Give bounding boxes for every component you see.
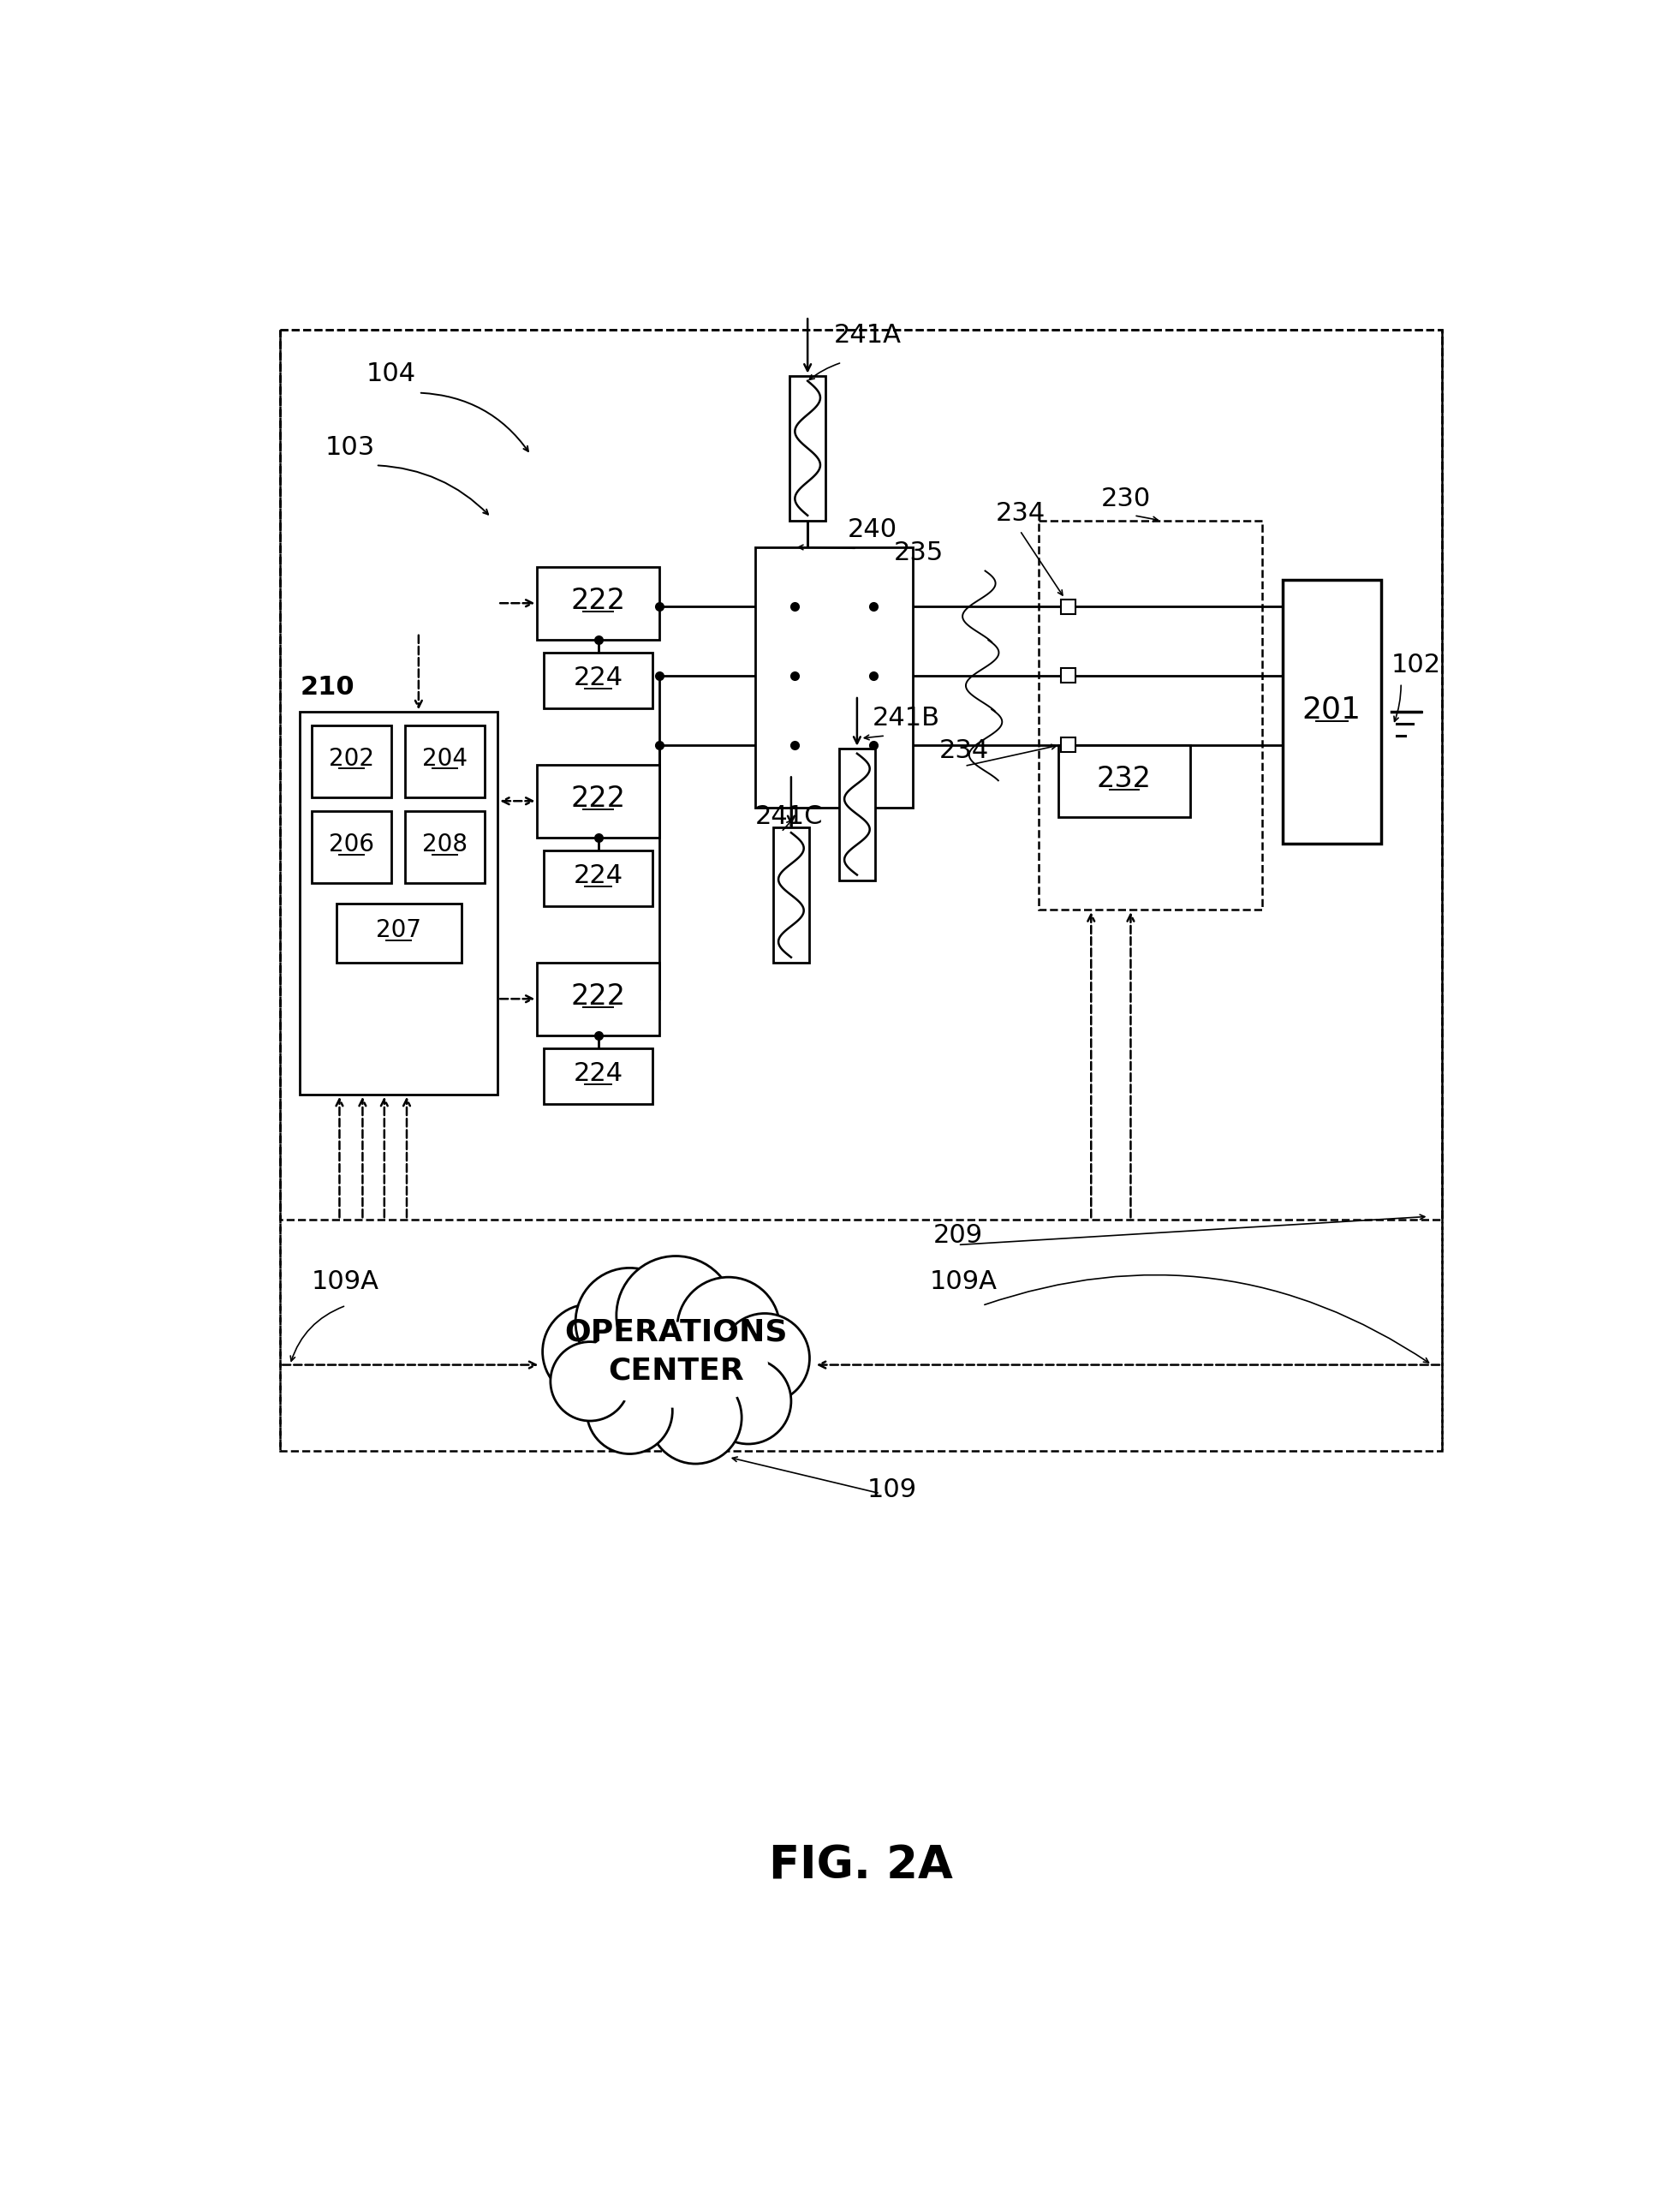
Text: 109A: 109A	[929, 1269, 998, 1293]
Text: 222: 222	[571, 586, 625, 615]
Text: 234: 234	[939, 738, 990, 764]
Text: 102: 102	[1391, 652, 1441, 679]
Bar	[538, 567, 659, 639]
Bar	[1060, 738, 1075, 753]
Text: 109: 109	[867, 1478, 917, 1502]
Circle shape	[721, 1313, 810, 1403]
Bar	[1038, 520, 1263, 909]
Bar	[312, 725, 391, 797]
Text: 232: 232	[1097, 764, 1151, 793]
Text: 209: 209	[932, 1223, 983, 1247]
Text: FIG. 2A: FIG. 2A	[769, 1845, 953, 1889]
Text: 224: 224	[573, 1061, 623, 1087]
Bar	[281, 329, 1441, 1452]
Text: 222: 222	[571, 784, 625, 813]
Text: 241B: 241B	[872, 705, 939, 731]
Text: 208: 208	[422, 832, 467, 856]
Circle shape	[586, 1368, 672, 1454]
Text: 201: 201	[1302, 694, 1361, 725]
Text: 103: 103	[324, 435, 375, 459]
Bar	[405, 725, 484, 797]
Bar	[544, 652, 652, 709]
Text: 210: 210	[301, 674, 354, 701]
Text: 234: 234	[996, 501, 1045, 525]
Text: 206: 206	[329, 832, 375, 856]
Bar	[773, 828, 810, 962]
Text: 222: 222	[571, 982, 625, 1010]
Text: 230: 230	[1100, 488, 1151, 512]
Circle shape	[650, 1372, 741, 1465]
Text: 240: 240	[847, 518, 897, 542]
Bar	[336, 903, 462, 962]
Circle shape	[576, 1267, 684, 1377]
Bar	[312, 810, 391, 883]
Text: 224: 224	[573, 863, 623, 887]
Circle shape	[543, 1304, 637, 1399]
Circle shape	[617, 1256, 736, 1375]
Bar	[790, 376, 827, 520]
Ellipse shape	[583, 1322, 768, 1408]
Text: 235: 235	[894, 540, 942, 564]
Bar	[281, 329, 1441, 1219]
Bar	[754, 547, 914, 808]
Text: 202: 202	[329, 747, 375, 771]
Bar	[838, 749, 875, 881]
Text: 241A: 241A	[833, 323, 902, 347]
Bar	[544, 1047, 652, 1105]
Bar	[301, 712, 497, 1094]
Bar	[538, 764, 659, 837]
Bar	[1060, 668, 1075, 683]
Bar	[538, 962, 659, 1034]
Circle shape	[551, 1342, 630, 1421]
Bar	[1058, 744, 1189, 817]
Bar	[1060, 600, 1075, 613]
Circle shape	[706, 1359, 791, 1445]
Text: 241C: 241C	[754, 804, 823, 830]
Text: 224: 224	[573, 665, 623, 690]
Text: 104: 104	[366, 360, 415, 386]
Circle shape	[677, 1278, 780, 1379]
Bar	[405, 810, 484, 883]
Text: 207: 207	[376, 918, 422, 942]
Bar	[544, 850, 652, 907]
Text: 109A: 109A	[312, 1269, 380, 1293]
Bar	[1282, 580, 1381, 843]
Text: OPERATIONS
CENTER: OPERATIONS CENTER	[564, 1318, 788, 1386]
Text: 204: 204	[422, 747, 467, 771]
